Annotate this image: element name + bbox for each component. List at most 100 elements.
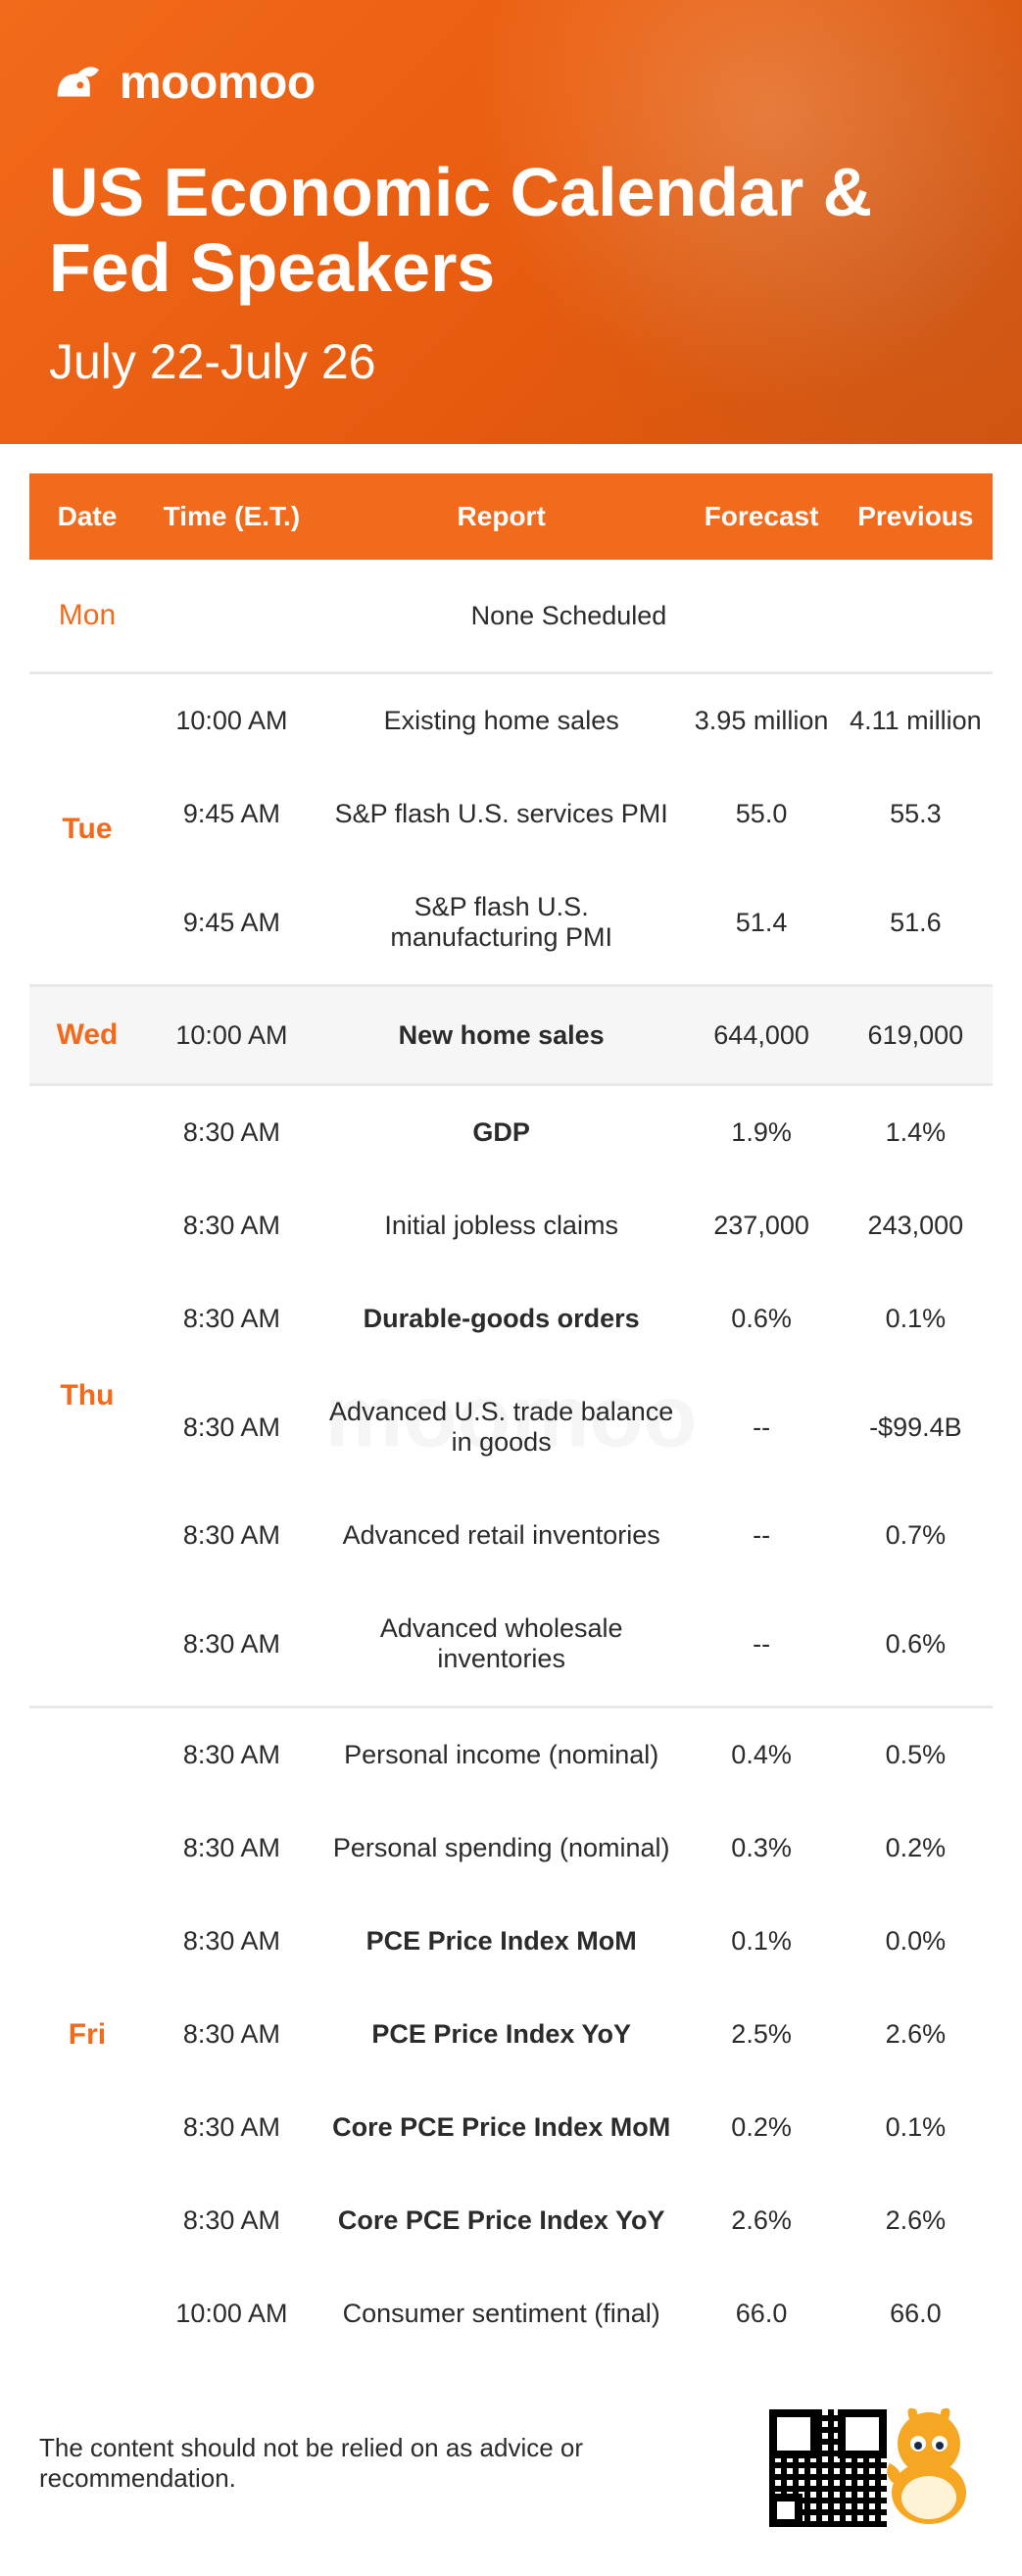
cell-report: Core PCE Price Index YoY	[318, 2174, 685, 2267]
cell-report: S&P flash U.S. manufacturing PMI	[318, 861, 685, 986]
col-header-report: Report	[318, 473, 685, 560]
table-row: 8:30 AMCore PCE Price Index YoY2.6%2.6%	[29, 2174, 993, 2267]
cell-forecast: 0.4%	[684, 1708, 838, 1803]
cell-previous: 4.11 million	[839, 673, 993, 768]
cell-forecast: 2.5%	[684, 1988, 838, 2081]
cell-forecast: 0.1%	[684, 1895, 838, 1988]
cell-forecast: --	[684, 1489, 838, 1582]
cell-forecast: 644,000	[684, 986, 838, 1085]
table-row: MonNone Scheduled	[29, 560, 993, 673]
logo-row: moomoo	[49, 54, 973, 111]
table-row: 8:30 AMAdvanced U.S. trade balance in go…	[29, 1365, 993, 1489]
mascot-icon	[875, 2400, 983, 2527]
none-scheduled: None Scheduled	[145, 560, 993, 673]
cell-previous: 2.6%	[839, 2174, 993, 2267]
col-header-previous: Previous	[839, 473, 993, 560]
cell-previous: 0.1%	[839, 1272, 993, 1365]
day-label: Thu	[29, 1085, 145, 1708]
cell-report: Consumer sentiment (final)	[318, 2267, 685, 2360]
date-range: July 22-July 26	[49, 333, 973, 390]
table-row: Fri8:30 AMPersonal income (nominal)0.4%0…	[29, 1708, 993, 1803]
cell-forecast: 55.0	[684, 768, 838, 861]
cell-time: 9:45 AM	[145, 861, 318, 986]
col-header-forecast: Forecast	[684, 473, 838, 560]
cell-time: 8:30 AM	[145, 1365, 318, 1489]
cell-previous: 243,000	[839, 1179, 993, 1272]
table-row: 8:30 AMAdvanced wholesale inventories--0…	[29, 1582, 993, 1708]
table-row: 8:30 AMPCE Price Index YoY2.5%2.6%	[29, 1988, 993, 2081]
table-header: Date Time (E.T.) Report Forecast Previou…	[29, 473, 993, 560]
cell-report: Advanced retail inventories	[318, 1489, 685, 1582]
cell-report: Durable-goods orders	[318, 1272, 685, 1365]
qr-and-mascot	[769, 2400, 983, 2527]
header: moomoo US Economic Calendar & Fed Speake…	[0, 0, 1022, 444]
table-row: 9:45 AMS&P flash U.S. services PMI55.055…	[29, 768, 993, 861]
cell-report: PCE Price Index MoM	[318, 1895, 685, 1988]
cell-previous: -$99.4B	[839, 1365, 993, 1489]
cell-time: 8:30 AM	[145, 1179, 318, 1272]
day-label: Fri	[29, 1708, 145, 2361]
cell-previous: 51.6	[839, 861, 993, 986]
table-row: 8:30 AMPersonal spending (nominal)0.3%0.…	[29, 1802, 993, 1895]
qr-code-icon	[769, 2409, 887, 2527]
cell-previous: 2.6%	[839, 1988, 993, 2081]
cell-time: 8:30 AM	[145, 2081, 318, 2174]
cell-time: 8:30 AM	[145, 1708, 318, 1803]
table-row: 9:45 AMS&P flash U.S. manufacturing PMI 5…	[29, 861, 993, 986]
cell-report: Advanced U.S. trade balance in goods	[318, 1365, 685, 1489]
cell-previous: 55.3	[839, 768, 993, 861]
table-row: Wed10:00 AMNew home sales644,000619,000	[29, 986, 993, 1085]
cell-time: 8:30 AM	[145, 1895, 318, 1988]
cell-previous: 1.4%	[839, 1085, 993, 1180]
day-label: Mon	[29, 560, 145, 673]
cell-time: 8:30 AM	[145, 1988, 318, 2081]
cell-forecast: 3.95 million	[684, 673, 838, 768]
day-label: Tue	[29, 673, 145, 986]
cell-report: New home sales	[318, 986, 685, 1085]
cell-time: 8:30 AM	[145, 1085, 318, 1180]
cell-report: Personal spending (nominal)	[318, 1802, 685, 1895]
cell-time: 8:30 AM	[145, 1272, 318, 1365]
cell-time: 8:30 AM	[145, 2174, 318, 2267]
cell-forecast: 237,000	[684, 1179, 838, 1272]
cell-report: Core PCE Price Index MoM	[318, 2081, 685, 2174]
cell-forecast: 0.3%	[684, 1802, 838, 1895]
cell-previous: 66.0	[839, 2267, 993, 2360]
cell-time: 8:30 AM	[145, 1582, 318, 1708]
cell-previous: 619,000	[839, 986, 993, 1085]
cell-forecast: 2.6%	[684, 2174, 838, 2267]
disclaimer: The content should not be relied on as a…	[39, 2433, 750, 2494]
cell-time: 9:45 AM	[145, 768, 318, 861]
cell-report: Personal income (nominal)	[318, 1708, 685, 1803]
cell-report: Existing home sales	[318, 673, 685, 768]
table-row: 8:30 AMDurable-goods orders0.6%0.1%	[29, 1272, 993, 1365]
footer: The content should not be relied on as a…	[0, 2360, 1022, 2576]
brand-name: moomoo	[120, 56, 316, 110]
cell-forecast: --	[684, 1365, 838, 1489]
cell-previous: 0.1%	[839, 2081, 993, 2174]
cell-time: 10:00 AM	[145, 986, 318, 1085]
cell-time: 10:00 AM	[145, 2267, 318, 2360]
cell-time: 8:30 AM	[145, 1802, 318, 1895]
cell-previous: 0.2%	[839, 1802, 993, 1895]
table-row: Thu8:30 AMGDP1.9%1.4%	[29, 1085, 993, 1180]
cell-previous: 0.0%	[839, 1895, 993, 1988]
brand-logo-icon	[49, 54, 106, 111]
page-title: US Economic Calendar & Fed Speakers	[49, 155, 973, 306]
cell-forecast: 0.2%	[684, 2081, 838, 2174]
table-row: 8:30 AMCore PCE Price Index MoM0.2%0.1%	[29, 2081, 993, 2174]
table-row: 8:30 AMPCE Price Index MoM0.1%0.0%	[29, 1895, 993, 1988]
cell-report: GDP	[318, 1085, 685, 1180]
table-row: 8:30 AMInitial jobless claims237,000243,…	[29, 1179, 993, 1272]
cell-time: 10:00 AM	[145, 673, 318, 768]
day-label: Wed	[29, 986, 145, 1085]
cell-time: 8:30 AM	[145, 1489, 318, 1582]
table-body: MonNone ScheduledTue10:00 AMExisting hom…	[29, 560, 993, 2360]
col-header-time: Time (E.T.)	[145, 473, 318, 560]
cell-report: S&P flash U.S. services PMI	[318, 768, 685, 861]
cell-report: Advanced wholesale inventories	[318, 1582, 685, 1708]
cell-report: Initial jobless claims	[318, 1179, 685, 1272]
table-row: Tue10:00 AMExisting home sales3.95 milli…	[29, 673, 993, 768]
cell-forecast: 66.0	[684, 2267, 838, 2360]
cell-previous: 0.7%	[839, 1489, 993, 1582]
